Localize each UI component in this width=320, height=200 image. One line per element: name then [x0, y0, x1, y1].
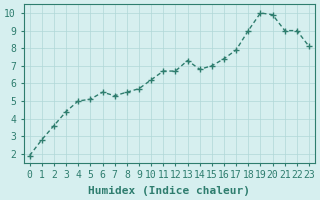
X-axis label: Humidex (Indice chaleur): Humidex (Indice chaleur)	[88, 186, 250, 196]
